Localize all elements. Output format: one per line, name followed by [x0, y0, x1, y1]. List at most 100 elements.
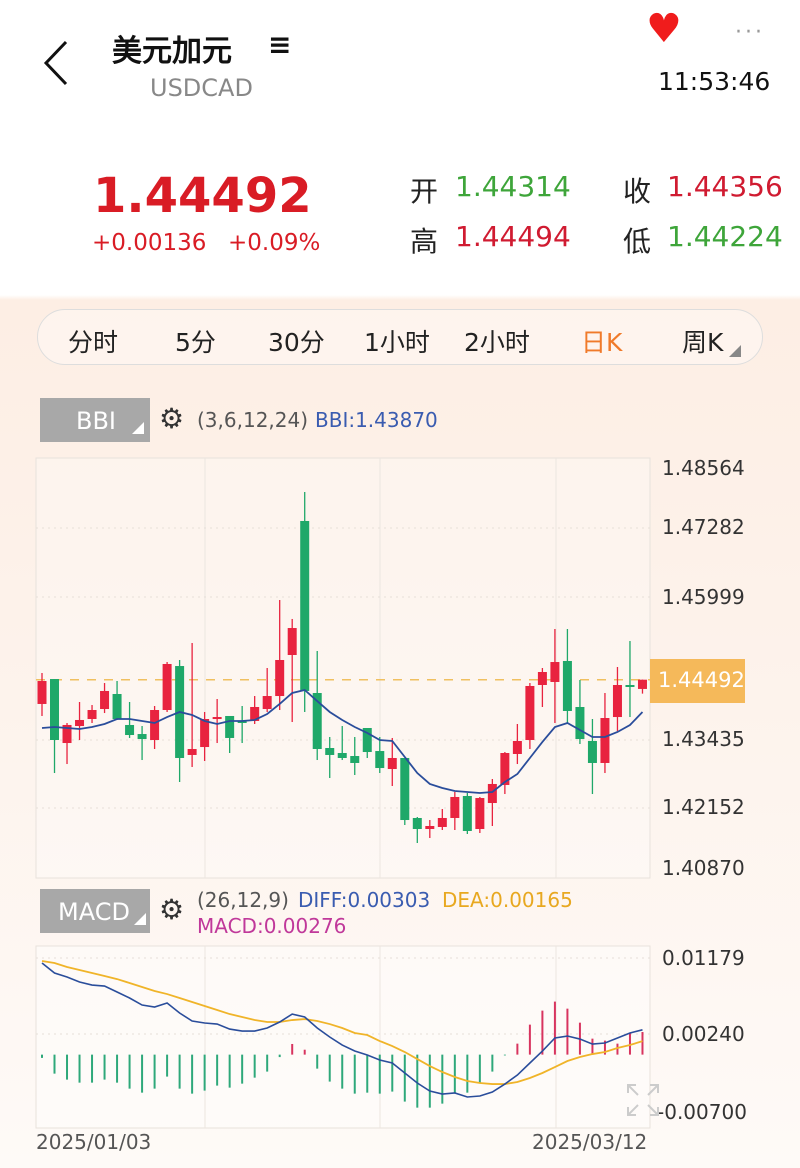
y-tick: 1.47282: [662, 515, 745, 539]
candle-up: [437, 817, 447, 827]
candle-down: [400, 757, 410, 821]
candle-down: [625, 685, 635, 688]
gear-icon[interactable]: ⚙: [159, 893, 185, 926]
dropdown-triangle-icon: [132, 422, 144, 434]
candle-up: [600, 718, 610, 763]
candle-up: [162, 663, 172, 711]
candle-down: [575, 706, 585, 740]
low-label: 低: [623, 225, 652, 258]
y-tick: -0.00700: [657, 1100, 747, 1124]
candle-up: [100, 690, 110, 710]
candle-up: [487, 783, 497, 804]
last-price: 1.44492: [93, 168, 312, 224]
candle-down: [462, 795, 472, 831]
candle-down: [125, 724, 135, 736]
candle-up: [425, 825, 435, 830]
quote-time: 11:53:46: [658, 67, 771, 96]
candle-up: [200, 719, 210, 748]
candle-down: [300, 520, 310, 691]
candle-down: [237, 720, 247, 724]
tab-1hour[interactable]: 1小时: [364, 328, 430, 357]
current-price-tag: 1.44492: [650, 659, 745, 703]
candle-down: [225, 715, 235, 738]
open-label: 开: [410, 175, 439, 208]
x-tick: 2025/03/12: [532, 1130, 648, 1154]
candle-up: [187, 748, 197, 755]
candle-up: [387, 757, 397, 770]
y-tick: 1.48564: [662, 456, 745, 480]
gear-icon[interactable]: ⚙: [159, 402, 185, 435]
close-label: 收: [623, 175, 652, 208]
y-tick: 1.40870: [662, 856, 745, 880]
back-chevron-icon[interactable]: [40, 38, 80, 88]
sub-indicator-select[interactable]: MACD: [40, 889, 150, 933]
more-icon[interactable]: ···: [735, 20, 765, 45]
high-label: 高: [410, 225, 439, 258]
candle-down: [112, 693, 122, 720]
candle-down: [137, 734, 147, 740]
candle-up: [262, 696, 272, 710]
bbi-line: [41, 689, 644, 794]
candle-down: [312, 693, 322, 749]
candle-up: [150, 710, 160, 741]
candle-up: [87, 710, 97, 720]
macd-chart-frame: [35, 945, 651, 1129]
macd-value: MACD:0.00276: [197, 914, 347, 938]
tab-2hour[interactable]: 2小时: [464, 328, 530, 357]
candle-up: [450, 796, 460, 818]
candle-down: [412, 817, 422, 830]
candle-down: [325, 748, 335, 755]
main-indicator-select[interactable]: BBI: [40, 398, 150, 442]
tab-daily[interactable]: 日K: [581, 328, 623, 357]
y-tick: 0.01179: [662, 946, 745, 970]
y-tick: 1.43435: [662, 727, 745, 751]
page-title: 美元加元: [112, 34, 232, 69]
x-tick: 2025/01/03: [36, 1130, 152, 1154]
heart-icon[interactable]: ♥: [646, 6, 682, 52]
period-tabs: 分时 5分 30分 1小时 2小时 日K 周K: [37, 309, 763, 365]
high-value: 1.44494: [455, 220, 571, 253]
candle-up: [212, 717, 222, 720]
dropdown-triangle-icon: [134, 913, 146, 925]
tab-5min[interactable]: 5分: [175, 328, 216, 357]
candle-down: [375, 751, 385, 769]
price-change: +0.00136: [92, 230, 207, 256]
candle-down: [587, 740, 597, 763]
candle-up: [475, 798, 485, 830]
candle-up: [75, 719, 85, 727]
dea-value: DEA:0.00165: [442, 888, 573, 912]
candle-up: [250, 706, 260, 721]
candle-up: [525, 685, 535, 741]
tab-30min[interactable]: 30分: [268, 328, 325, 357]
expand-icon[interactable]: [625, 1082, 661, 1118]
symbol-code: USDCAD: [150, 74, 253, 102]
low-value: 1.44224: [667, 220, 783, 253]
sub-indicator-name: MACD: [58, 898, 130, 926]
candle-up: [550, 662, 560, 682]
candle-up: [500, 753, 510, 785]
candle-up: [287, 628, 297, 656]
main-indicator-name: BBI: [76, 407, 117, 435]
tab-weekly[interactable]: 周K: [682, 328, 724, 357]
candle-up: [62, 724, 72, 744]
close-value: 1.44356: [667, 170, 783, 203]
tab-timeshare[interactable]: 分时: [68, 328, 119, 357]
candle-down: [562, 660, 572, 711]
dea-line: [41, 960, 643, 1085]
candle-down: [50, 679, 60, 741]
diff-value: DIFF:0.00303: [298, 888, 431, 912]
diff-line: [41, 962, 643, 1098]
candle-up: [612, 685, 622, 718]
candle-down: [337, 753, 347, 758]
y-tick: 0.00240: [662, 1022, 745, 1046]
menu-icon[interactable]: ≡: [268, 28, 292, 61]
open-value: 1.44314: [455, 170, 571, 203]
y-tick: 1.45999: [662, 585, 745, 609]
candle-up: [512, 740, 522, 754]
price-change-pct: +0.09%: [228, 230, 321, 256]
bbi-value: BBI:1.43870: [315, 408, 438, 432]
candle-up: [275, 659, 285, 697]
candle-up: [37, 680, 47, 704]
candle-up: [637, 679, 647, 689]
